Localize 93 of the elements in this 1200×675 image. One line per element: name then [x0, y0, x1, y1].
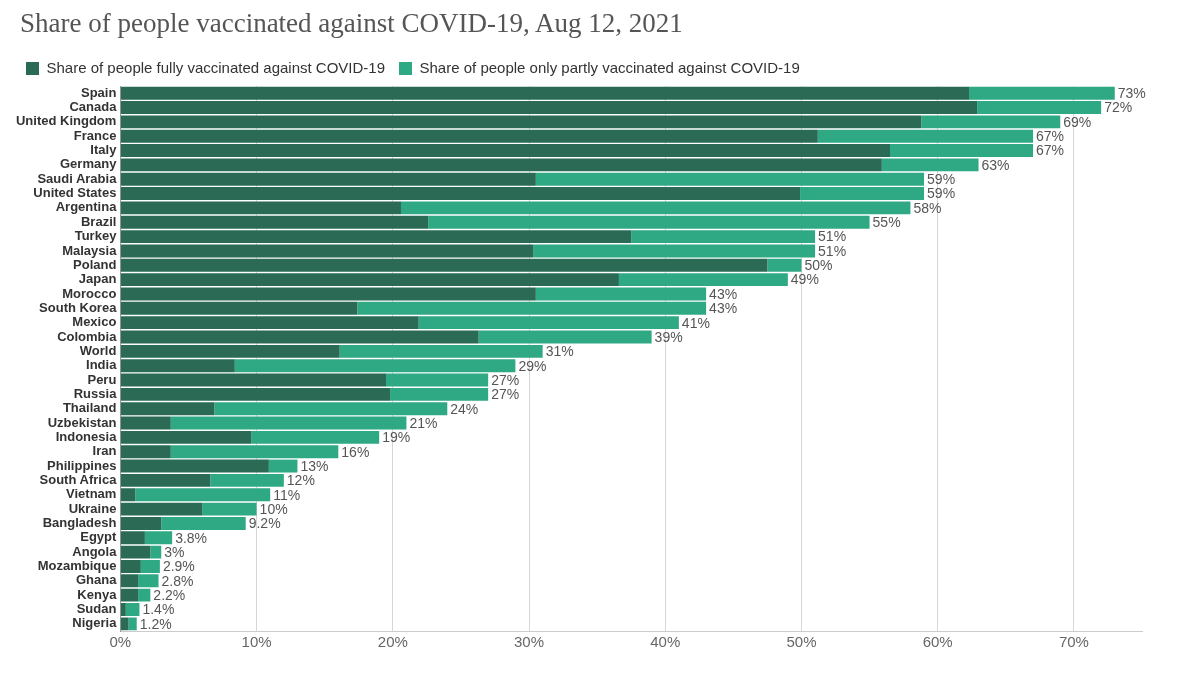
bar	[478, 330, 652, 344]
y-tick-label: Argentina	[55, 199, 118, 215]
total-label: 63%	[981, 156, 1010, 173]
y-tick-label: Peru	[87, 371, 117, 387]
total-label: 72%	[1104, 99, 1133, 116]
y-tick-label: Brazil	[80, 213, 117, 229]
total-label: 55%	[872, 214, 901, 231]
x-tick-label: 60%	[922, 633, 953, 651]
total-label: 9.2%	[248, 515, 281, 532]
y-tick-label: Ghana	[75, 572, 118, 588]
total-label: 31%	[545, 343, 574, 360]
bar	[170, 416, 407, 430]
total-label: 2.9%	[162, 558, 195, 575]
total-label: 16%	[341, 443, 370, 460]
bar	[120, 416, 171, 430]
y-tick-label: Japan	[78, 271, 117, 287]
y-tick-label: United States	[33, 185, 117, 201]
total-label: 1.4%	[142, 601, 175, 618]
total-label: 12%	[286, 472, 315, 489]
legend-label: Share of people fully vaccinated against COVID-19	[46, 58, 386, 76]
y-tick-label: South Korea	[39, 299, 118, 315]
y-tick-label: Spain	[80, 84, 117, 100]
total-label: 49%	[790, 271, 819, 288]
bar	[120, 373, 386, 387]
y-tick-label: Turkey	[74, 228, 118, 244]
total-label: 1.2%	[139, 615, 172, 632]
total-label: 41%	[681, 314, 710, 331]
total-label: 50%	[804, 257, 833, 274]
y-tick-label: Nigeria	[72, 615, 118, 631]
total-label: 59%	[927, 171, 956, 188]
x-tick-label: 70%	[1058, 633, 1089, 651]
y-tick-label: Colombia	[57, 328, 118, 344]
bar	[386, 373, 489, 387]
y-tick-label: Italy	[90, 142, 118, 158]
total-label: 29%	[518, 357, 547, 374]
total-label: 19%	[382, 429, 411, 446]
y-tick-label: France	[73, 127, 117, 143]
chart-title: Share of people vaccinated against COVID-19, Aug 12, 2021	[20, 8, 684, 39]
y-tick-label: Russia	[73, 385, 118, 401]
total-label: 13%	[300, 457, 329, 474]
total-label: 10%	[259, 500, 288, 517]
y-tick-label: Vietnam	[66, 486, 117, 502]
y-tick-label: Iran	[92, 443, 117, 459]
x-tick-label: 0%	[109, 633, 132, 651]
y-tick-label: Saudi Arabia	[37, 170, 118, 186]
y-tick-label: Philippines	[47, 457, 117, 473]
y-tick-label: Canada	[69, 99, 118, 115]
y-tick-label: Mozambique	[37, 558, 117, 574]
total-label: 58%	[913, 199, 942, 216]
total-label: 51%	[818, 242, 847, 259]
total-label: 3%	[164, 543, 185, 560]
y-tick-label: Bangladesh	[42, 515, 117, 531]
total-label: 2.2%	[153, 587, 186, 603]
y-tick-label: Sudan	[76, 601, 117, 617]
y-tick-label: Malaysia	[62, 242, 118, 258]
y-tick-label: Ukraine	[68, 500, 117, 516]
total-label: 24%	[450, 400, 479, 417]
y-tick-label: World	[79, 342, 117, 358]
total-label: 67%	[1036, 142, 1065, 159]
bar	[535, 287, 707, 301]
y-tick-label: Angola	[72, 543, 118, 559]
bar	[120, 287, 536, 301]
total-label: 21%	[409, 414, 438, 431]
y-tick-label: United Kingdom	[15, 113, 117, 129]
total-label: 67%	[1036, 128, 1065, 145]
y-tick-label: Germany	[60, 156, 118, 172]
y-tick-label: Morocco	[62, 285, 117, 301]
y-tick-label: Egypt	[80, 529, 118, 545]
y-tick-label: Mexico	[72, 314, 117, 330]
legend-label: Share of people only partly vaccinated against COVID-19	[419, 58, 800, 76]
total-label: 27%	[491, 371, 520, 388]
y-tick-label: India	[86, 357, 118, 373]
y-tick-label: Kenya	[77, 586, 118, 602]
x-tick-label: 30%	[514, 633, 545, 651]
y-tick-label: Thailand	[62, 400, 117, 416]
total-label: 43%	[709, 300, 738, 317]
total-label: 43%	[709, 285, 738, 302]
x-tick-label: 20%	[377, 633, 408, 651]
total-label: 39%	[654, 328, 683, 345]
total-label: 11%	[273, 486, 301, 503]
total-label: 69%	[1063, 113, 1092, 130]
y-tick-label: Uzbekistan	[47, 414, 117, 430]
total-label: 51%	[818, 228, 847, 245]
x-tick-label: 50%	[786, 633, 817, 651]
total-label: 3.8%	[175, 529, 208, 546]
total-label: 59%	[927, 185, 956, 202]
total-label: 73%	[1117, 85, 1146, 102]
x-tick-label: 40%	[650, 633, 681, 651]
total-label: 2.8%	[161, 572, 194, 589]
bar	[120, 330, 479, 344]
total-label: 27%	[491, 386, 520, 403]
y-tick-label: Indonesia	[55, 428, 118, 444]
x-tick-label: 10%	[241, 633, 272, 651]
